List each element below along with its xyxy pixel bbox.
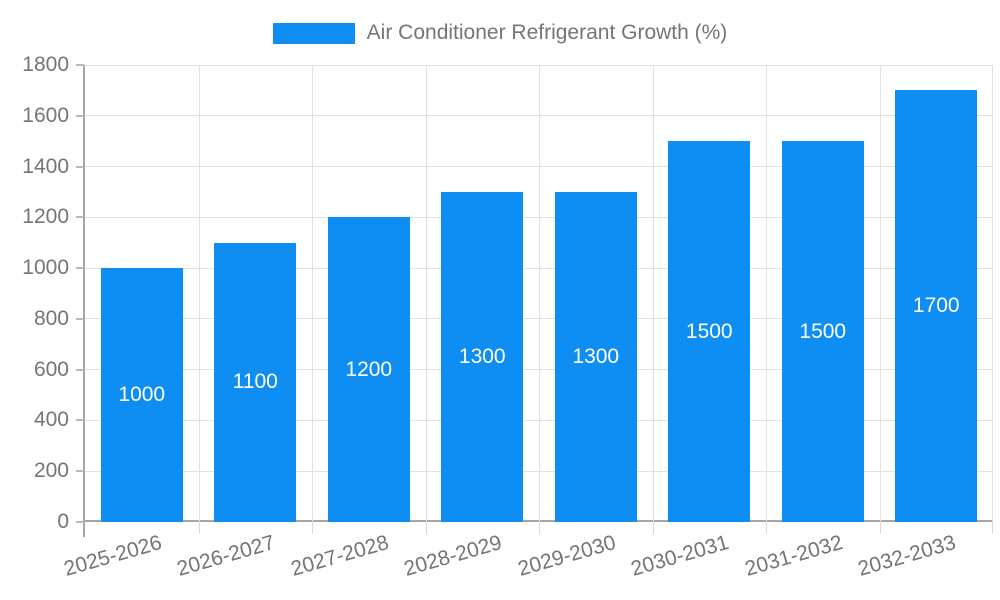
gridline-vertical [199,65,200,522]
x-tick-mark [880,522,881,534]
x-tick-mark [766,522,767,534]
plot-right-border [992,65,993,522]
gridline-vertical [653,65,654,522]
bar-value-label: 1200 [345,357,393,381]
y-tick-label: 1000 [22,256,69,280]
y-axis-line [83,65,85,537]
bar-value-label: 1000 [118,383,166,407]
y-tick-label: 1200 [22,205,69,229]
y-tick-mark [76,267,84,270]
y-tick-label: 600 [33,357,69,381]
y-tick-mark [76,64,84,66]
x-tick-mark [992,522,993,534]
bar[interactable]: 1300 [554,191,637,522]
legend-swatch [272,22,355,44]
y-tick-label: 200 [33,459,69,483]
bar[interactable]: 1500 [668,141,751,522]
bar-value-label: 1300 [458,344,506,368]
y-tick-mark [76,470,84,473]
y-tick-mark [76,317,84,320]
bar[interactable]: 1500 [781,141,864,522]
gridline-vertical [880,65,881,522]
x-tick-mark [539,522,540,534]
y-tick-label: 1800 [22,53,69,76]
x-tick-mark [199,522,200,534]
y-tick-mark [76,114,84,117]
y-tick-mark [76,216,84,219]
bar-value-label: 1100 [232,370,278,394]
gridline-vertical [312,65,313,522]
bar[interactable]: 1000 [100,268,183,522]
y-tick-mark [76,419,84,422]
plot-area: 1000 1100 1200 1300 1300 1500 1500 1700 [85,64,993,522]
y-tick-label: 400 [33,408,69,432]
bar-value-label: 1500 [685,319,733,343]
bar-value-label: 1700 [912,294,960,318]
y-tick-label: 0 [57,510,69,533]
bar-value-label: 1500 [799,319,847,343]
y-tick-label: 800 [33,306,69,330]
y-tick-mark [76,521,84,523]
gridline-vertical [426,65,427,522]
x-tick-mark [312,522,313,534]
y-tick-label: 1400 [22,154,69,178]
bar-value-label: 1300 [572,344,620,368]
y-tick-mark [76,368,84,371]
x-tick-mark [426,522,427,534]
legend-label: Air Conditioner Refrigerant Growth (%) [366,21,728,44]
bar[interactable]: 1300 [441,191,524,522]
y-tick-mark [76,165,84,168]
gridline-vertical [766,65,767,522]
legend: Air Conditioner Refrigerant Growth (%) [0,21,1000,45]
bar[interactable]: 1100 [214,242,297,522]
gridline-vertical [539,65,540,522]
bar[interactable]: 1200 [327,217,410,522]
y-tick-label: 1600 [22,103,69,127]
x-tick-mark [653,522,654,534]
bar[interactable]: 1700 [895,90,978,522]
